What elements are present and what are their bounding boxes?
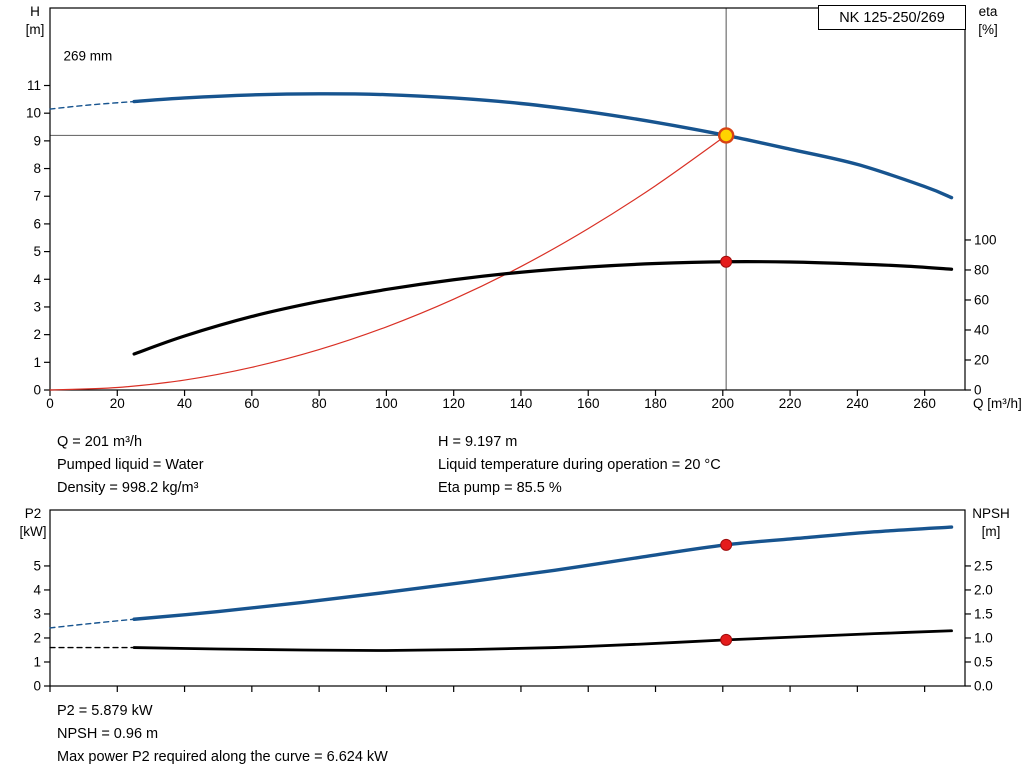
power-curve	[132, 525, 954, 621]
x-tick-label: 260	[913, 396, 936, 411]
y-left-tick-label: 2	[33, 630, 41, 645]
left-axis-title: H	[30, 4, 40, 19]
duty-info-left: Q = 201 m³/h Pumped liquid = Water Densi…	[57, 431, 204, 500]
power-operating-point	[720, 538, 733, 551]
left-axis-title: [m]	[26, 22, 45, 37]
info-density: Density = 998.2 kg/m³	[57, 480, 199, 496]
y-right-tick-label: 60	[974, 292, 989, 307]
npsh-curve	[132, 629, 953, 652]
x-tick-label: 200	[712, 396, 735, 411]
y-right-tick-label: 2.5	[974, 558, 993, 573]
y-left-tick-label: 7	[33, 189, 41, 204]
info-p2: P2 = 5.879 kW	[57, 703, 153, 719]
x-tick-label: 220	[779, 396, 802, 411]
x-tick-label: 140	[510, 396, 533, 411]
x-tick-label: 100	[375, 396, 398, 411]
y-left-tick-label: 0	[33, 679, 41, 694]
info-flow: Q = 201 m³/h	[57, 434, 143, 450]
y-left-tick-label: 10	[26, 106, 41, 121]
right-axis-title: [%]	[978, 22, 998, 37]
head-curve-269mm	[132, 92, 954, 200]
plot-border	[49, 509, 966, 687]
head-curve-extension	[49, 100, 135, 110]
info-liquid-temperature: Liquid temperature during operation = 20…	[438, 457, 721, 473]
power-info: P2 = 5.879 kW NPSH = 0.96 m Max power P2…	[57, 700, 388, 769]
right-axis-title: [m]	[982, 524, 1001, 539]
p2-npsh-chart: 0 1 2 3 4 5 0.0 0.5 1.0 1.5 2.0 2.5 P2 [kW] NPSH [m]	[20, 506, 1010, 694]
y-left-tick-label: 1	[33, 654, 41, 669]
y-right-tick-label: 0.0	[974, 679, 993, 694]
info-head: H = 9.197 m	[438, 434, 518, 450]
hq-eta-chart: 0 20 40 60 80 100 120 140 160 180 200 220 240 2600123…	[26, 4, 1022, 411]
y-left-tick-label: 4	[33, 272, 41, 287]
y-right-tick-label: 20	[974, 352, 989, 367]
x-tick-label: 160	[577, 396, 600, 411]
x-tick-label: 20	[110, 396, 125, 411]
system-curve	[49, 134, 727, 391]
info-pumped-liquid: Pumped liquid = Water	[57, 457, 204, 473]
plot-border	[49, 7, 966, 391]
duty-info-right: H = 9.197 m Liquid temperature during op…	[438, 431, 721, 500]
y-left-tick-label: 11	[27, 78, 41, 93]
y-left-tick-label: 9	[33, 133, 41, 148]
y-left-tick-label: 2	[33, 327, 41, 342]
x-tick-label: 180	[644, 396, 667, 411]
y-left-tick-label: 4	[33, 582, 41, 597]
y-left-tick-label: 0	[33, 383, 41, 398]
right-axis-title: eta	[979, 4, 998, 19]
y-left-tick-label: 3	[33, 606, 41, 621]
power-curve-extension	[49, 618, 135, 629]
info-eta-pump: Eta pump = 85.5 %	[438, 480, 562, 496]
x-tick-label: 120	[442, 396, 465, 411]
x-tick-label: 40	[177, 396, 192, 411]
y-left-tick-label: 5	[33, 244, 41, 259]
x-tick-label: 60	[244, 396, 259, 411]
x-tick-label: 0	[46, 396, 54, 411]
y-right-tick-label: 80	[974, 262, 989, 277]
x-tick-label: 80	[312, 396, 327, 411]
y-right-tick-label: 0.5	[974, 654, 993, 669]
y-left-tick-label: 5	[33, 558, 41, 573]
y-left-tick-label: 1	[33, 355, 41, 370]
y-left-tick-label: 8	[33, 161, 41, 176]
y-left-tick-label: 3	[33, 299, 41, 314]
y-right-tick-label: 1.5	[974, 606, 993, 621]
y-right-tick-label: 100	[974, 232, 997, 247]
x-tick-label: 240	[846, 396, 869, 411]
right-axis-title: NPSH	[972, 506, 1010, 521]
duty-point[interactable]	[717, 127, 735, 144]
info-max-power: Max power P2 required along the curve = …	[57, 749, 388, 765]
y-right-tick-label: 0	[974, 383, 982, 398]
npsh-operating-point	[720, 633, 733, 646]
pump-model-box: NK 125-250/269	[818, 5, 966, 30]
impeller-diameter-label: 269 mm	[63, 49, 112, 64]
x-axis-title: Q [m³/h]	[973, 396, 1022, 411]
y-right-tick-label: 40	[974, 322, 989, 337]
pump-model-label: NK 125-250/269	[839, 9, 945, 26]
y-left-tick-label: 6	[33, 216, 41, 231]
y-right-tick-label: 1.0	[974, 630, 993, 645]
info-npsh: NPSH = 0.96 m	[57, 726, 159, 742]
left-axis-title: P2	[25, 506, 42, 521]
efficiency-curve	[132, 260, 954, 356]
y-right-tick-label: 2.0	[974, 582, 993, 597]
efficiency-operating-point	[720, 255, 733, 268]
left-axis-title: [kW]	[20, 524, 47, 539]
